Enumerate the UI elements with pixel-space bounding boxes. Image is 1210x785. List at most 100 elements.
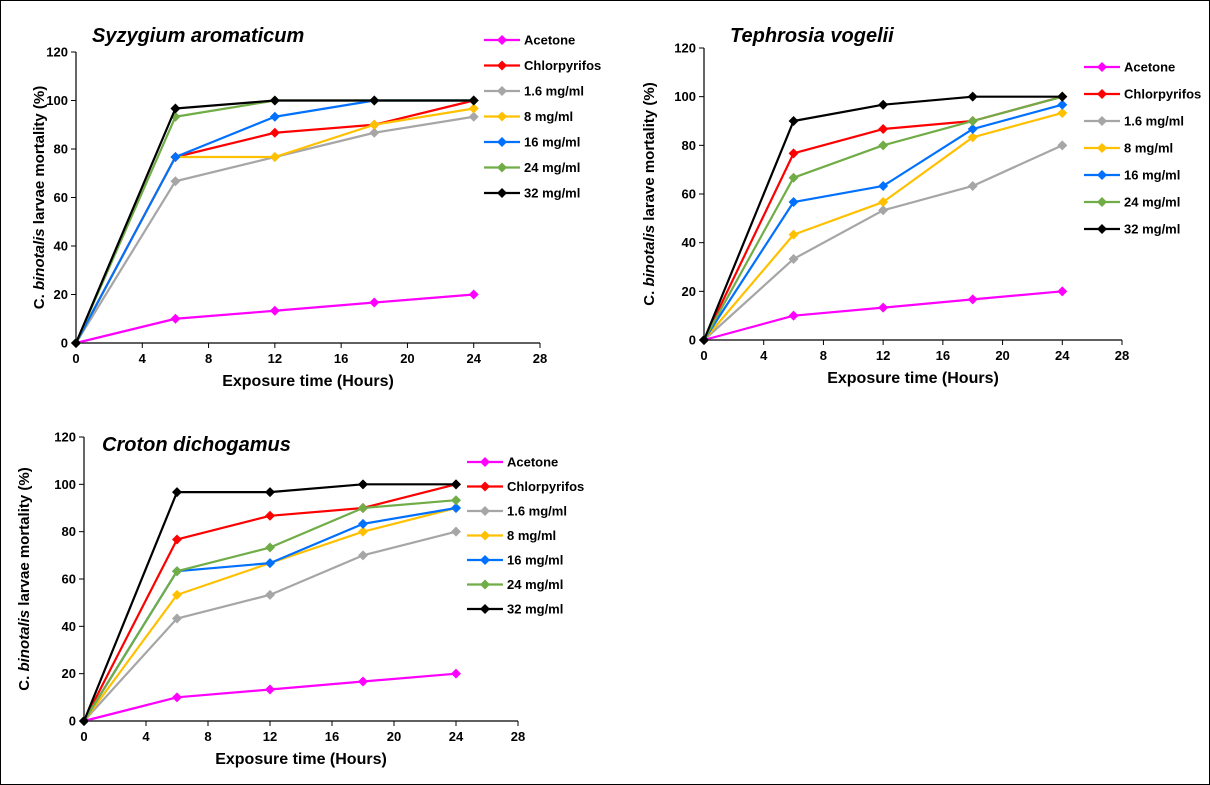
data-point [788, 310, 799, 321]
chart-2: 0 20 40 60 80 100 120 0 4 8 12 16 20 24 28 Exposure tim… [641, 25, 1201, 387]
y-tick-label: 20 [682, 284, 696, 299]
legend-item-acetone: Acetone [1084, 60, 1175, 75]
data-point [967, 116, 978, 126]
legend-label: 16 mg/ml [1124, 168, 1180, 183]
legend-marker [497, 60, 507, 71]
series-line [83, 672, 457, 723]
x-tick-label: 24 [1055, 348, 1070, 363]
legend-marker [497, 111, 507, 122]
legend-item-1-6-mg-ml: 1.6 mg/ml [467, 504, 567, 519]
data-point [878, 124, 889, 135]
legend-label: Chlorpyrifos [524, 58, 601, 73]
data-point [1057, 91, 1068, 102]
data-point [71, 338, 81, 348]
legend-item-8-mg-ml: 8 mg/ml [1084, 141, 1173, 156]
data-point [878, 197, 889, 208]
series-line [703, 290, 1063, 342]
data-point [878, 99, 889, 110]
data-point [269, 152, 280, 163]
data-point [1057, 140, 1068, 151]
y-tick-label: 40 [682, 235, 696, 250]
legend-item-1-6-mg-ml: 1.6 mg/ml [1084, 114, 1184, 129]
legend-item-8-mg-ml: 8 mg/ml [484, 109, 573, 124]
series-32-mg-ml [71, 95, 479, 348]
data-point [369, 119, 380, 130]
legend-marker [1097, 62, 1107, 72]
legend-marker [1097, 116, 1107, 126]
data-point [172, 566, 182, 577]
x-tick-label: 8 [820, 348, 827, 363]
legend-label: Acetone [507, 455, 558, 470]
legend: Acetone Chlorpyrifos 1.6 mg/ml 8 mg/ml 16 mg… [484, 33, 601, 201]
data-point [878, 205, 889, 216]
chart-3: 0 20 40 60 80 100 120 0 4 8 12 16 20 24 28 Exposure tim… [16, 430, 584, 769]
series-acetone [79, 668, 461, 726]
x-tick-label: 16 [334, 351, 348, 366]
y-tick-label: 20 [62, 666, 76, 681]
y-axis-label: C. binotalis larvae mortality (%) [16, 467, 33, 690]
data-point [170, 176, 181, 187]
series-line [75, 293, 474, 345]
data-point [79, 716, 89, 726]
x-tick-label: 20 [387, 729, 401, 744]
x-tick-label: 28 [1115, 348, 1129, 363]
legend-item-1-6-mg-ml: 1.6 mg/ml [484, 84, 584, 99]
legend-item-16-mg-ml: 16 mg/ml [467, 553, 563, 568]
x-tick-label: 4 [142, 729, 150, 744]
data-point [1057, 107, 1068, 118]
y-tick-label: 0 [69, 714, 76, 729]
legend-item-chlorpyrifos: Chlorpyrifos [467, 479, 584, 494]
data-point [269, 305, 280, 316]
data-point [358, 676, 368, 687]
data-point [788, 116, 799, 126]
x-tick-label: 8 [205, 351, 212, 366]
data-point [451, 668, 461, 679]
data-point [468, 95, 479, 106]
legend-item-32-mg-ml: 32 mg/ml [467, 602, 563, 617]
legend-marker [480, 506, 490, 516]
data-point [172, 487, 182, 498]
data-point [265, 542, 275, 553]
data-point [358, 550, 368, 561]
chart-title: Syzygium aromaticum [92, 25, 304, 47]
legend-label: Acetone [1124, 60, 1175, 75]
legend-item-chlorpyrifos: Chlorpyrifos [484, 58, 601, 73]
data-point [269, 127, 280, 138]
legend-marker [480, 481, 490, 492]
data-point [451, 526, 461, 537]
legend-item-32-mg-ml: 32 mg/ml [1084, 222, 1180, 237]
legend-marker [480, 457, 490, 467]
data-point [358, 479, 368, 490]
data-point [451, 503, 461, 513]
y-tick-label: 80 [682, 138, 696, 153]
x-tick-label: 20 [995, 348, 1009, 363]
legend-marker [480, 604, 490, 614]
y-tick-label: 100 [54, 477, 76, 492]
x-tick-label: 24 [449, 729, 464, 744]
data-point [265, 487, 275, 498]
series-1-6-mg-ml [79, 526, 461, 726]
data-point [269, 111, 280, 122]
legend-marker [497, 162, 507, 173]
x-tick-label: 0 [80, 729, 87, 744]
legend-marker [1097, 143, 1107, 153]
y-tick-label: 100 [674, 89, 696, 104]
legend-label: Acetone [524, 33, 575, 48]
legend-item-24-mg-ml: 24 mg/ml [467, 577, 563, 592]
data-point [1057, 99, 1068, 110]
series-32-mg-ml [79, 479, 461, 726]
data-point [358, 503, 368, 513]
data-point [788, 253, 799, 264]
legend-label: 24 mg/ml [1124, 195, 1180, 210]
series-acetone [71, 289, 479, 348]
legend-label: 32 mg/ml [524, 186, 580, 201]
x-axis-label: Exposure time (Hours) [827, 370, 999, 387]
legend-label: 24 mg/ml [524, 160, 580, 175]
data-point [788, 148, 799, 159]
data-point [172, 534, 182, 545]
legend-marker [497, 35, 507, 45]
x-tick-label: 12 [876, 348, 890, 363]
legend-label: 1.6 mg/ml [1124, 114, 1184, 129]
y-tick-label: 60 [54, 190, 68, 205]
